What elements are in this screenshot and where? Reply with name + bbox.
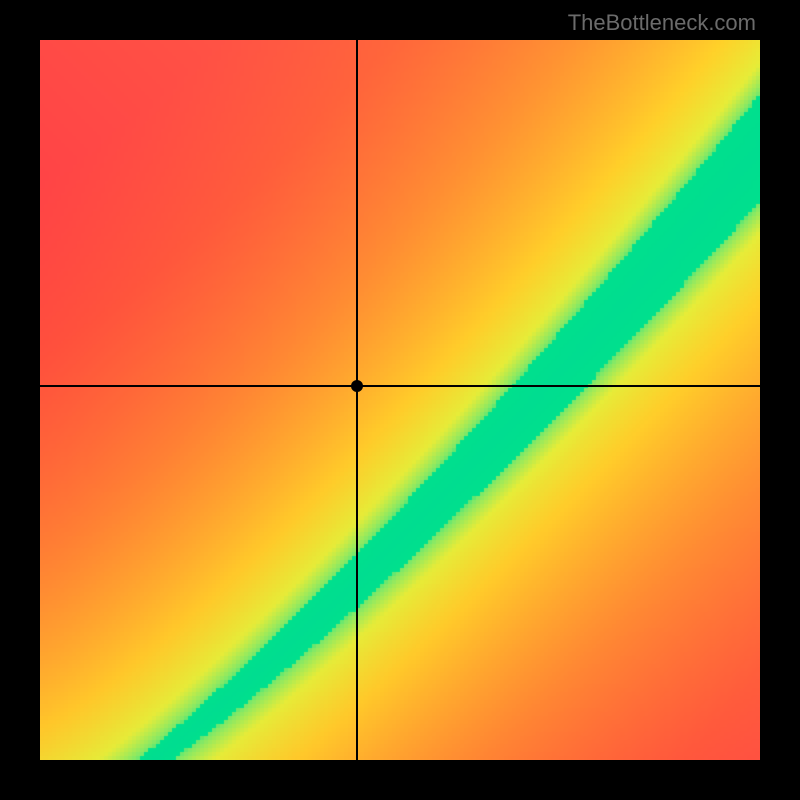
crosshair-dot xyxy=(351,380,363,392)
watermark-text: TheBottleneck.com xyxy=(568,10,756,36)
outer-frame: TheBottleneck.com xyxy=(0,0,800,800)
heatmap-canvas xyxy=(40,40,760,760)
crosshair-horizontal xyxy=(40,385,760,387)
crosshair-vertical xyxy=(356,40,358,760)
